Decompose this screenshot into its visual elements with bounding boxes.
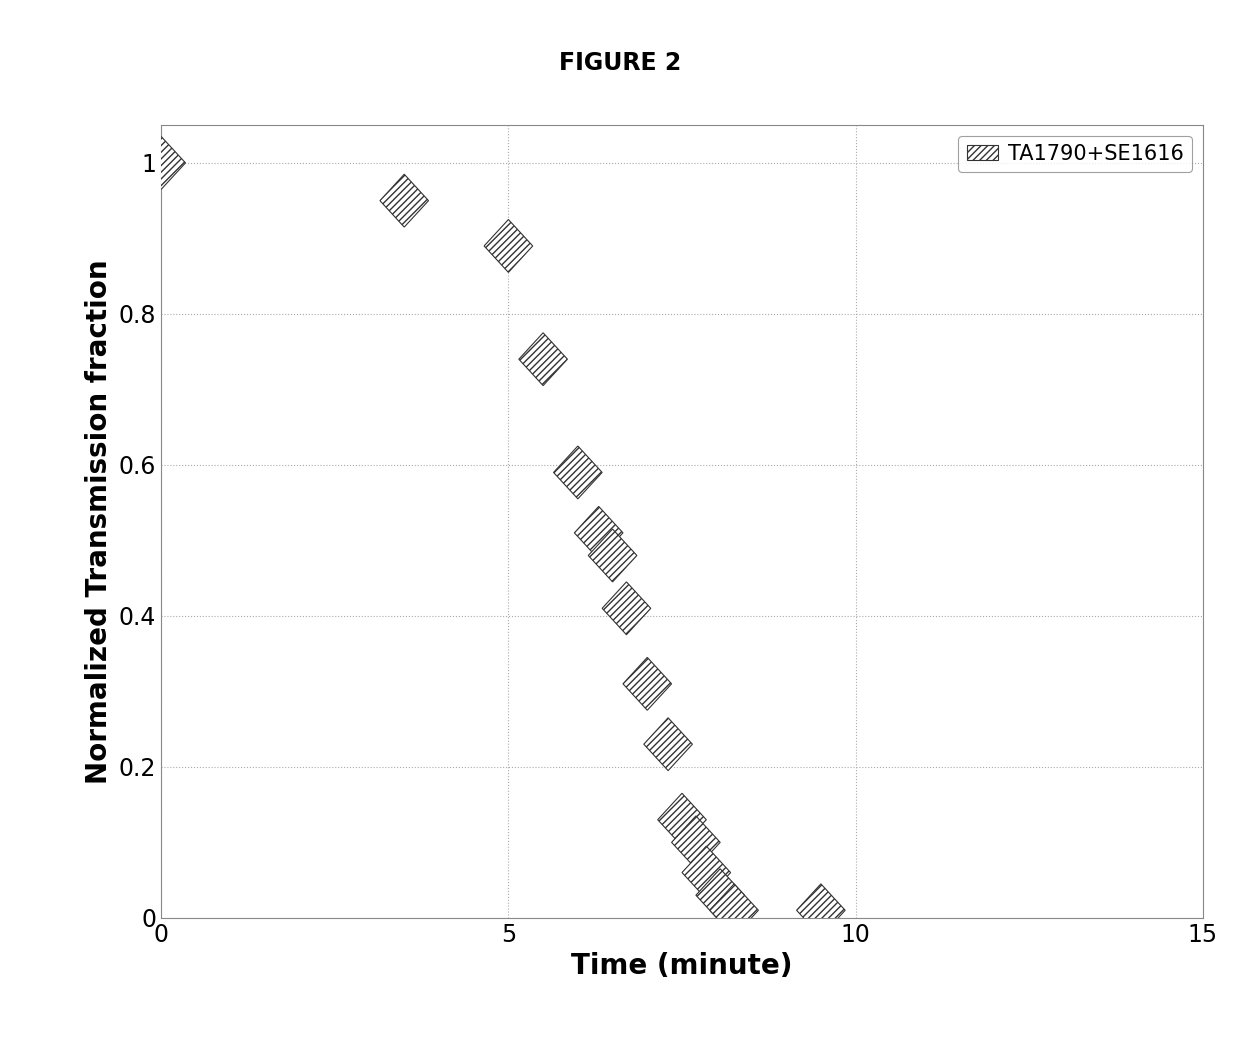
Polygon shape: [603, 582, 651, 635]
Polygon shape: [518, 333, 568, 386]
X-axis label: Time (minute): Time (minute): [572, 952, 792, 980]
Polygon shape: [622, 657, 672, 710]
Legend: TA1790+SE1616: TA1790+SE1616: [959, 136, 1193, 172]
Polygon shape: [709, 883, 759, 937]
Polygon shape: [574, 507, 622, 559]
Polygon shape: [553, 446, 603, 499]
Polygon shape: [588, 529, 637, 582]
Polygon shape: [136, 137, 186, 190]
Polygon shape: [682, 846, 730, 899]
Polygon shape: [379, 174, 429, 227]
Polygon shape: [644, 718, 692, 771]
Polygon shape: [796, 883, 846, 937]
Y-axis label: Normalized Transmission fraction: Normalized Transmission fraction: [86, 260, 113, 783]
Text: FIGURE 2: FIGURE 2: [559, 50, 681, 75]
Polygon shape: [672, 816, 720, 869]
Polygon shape: [484, 219, 533, 272]
Polygon shape: [696, 869, 744, 922]
Polygon shape: [657, 794, 707, 846]
